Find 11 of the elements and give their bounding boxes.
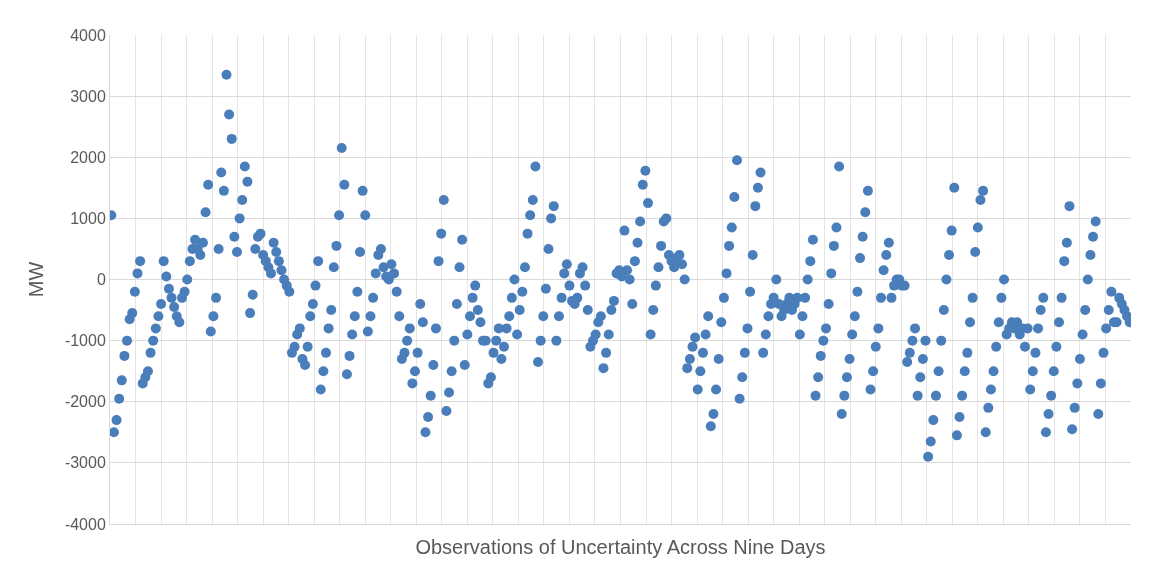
x-axis-title: Observations of Uncertainty Across Nine Days	[415, 535, 826, 558]
y-tick-label: -3000	[64, 454, 106, 472]
y-tick-label: 4000	[70, 26, 106, 44]
y-tick-label: 3000	[70, 87, 106, 105]
y-axis-title: MW	[25, 261, 48, 298]
y-tick-label: 2000	[70, 148, 106, 166]
y-tick-label: 0	[96, 271, 106, 289]
y-tick-label: -4000	[64, 515, 106, 533]
y-tick-label: -1000	[64, 332, 106, 350]
y-tick-label: 1000	[70, 209, 106, 227]
y-tick-label: -2000	[64, 393, 106, 411]
